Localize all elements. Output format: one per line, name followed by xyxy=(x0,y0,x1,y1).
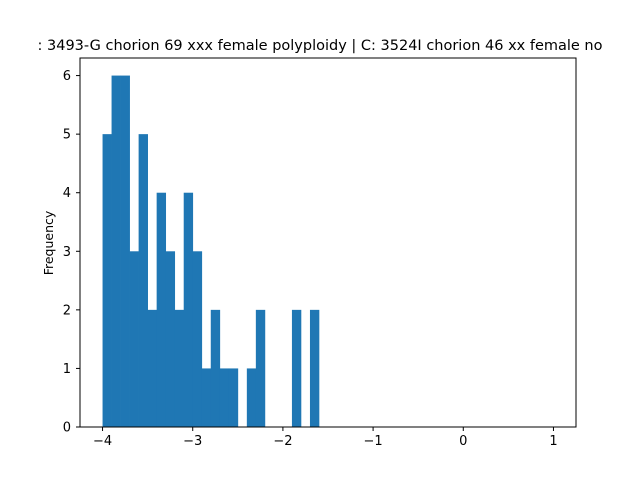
y-tick-label: 3 xyxy=(63,245,71,260)
histogram-bar xyxy=(210,309,221,427)
x-tick-label: −2 xyxy=(273,434,292,449)
y-tick-label: 5 xyxy=(63,128,71,143)
y-tick-label: 2 xyxy=(63,303,71,318)
histogram-bar xyxy=(165,251,176,427)
histogram-bar xyxy=(174,309,185,427)
histogram-bar xyxy=(219,368,230,427)
x-tick-label: −1 xyxy=(364,434,383,449)
y-tick-label: 4 xyxy=(63,186,71,201)
histogram-bar xyxy=(291,309,302,427)
bars-group xyxy=(102,75,320,427)
histogram-bar xyxy=(120,75,130,427)
axes-group: −4 −3 −2 −1 0 1 0 1 2 3 4 5 6 xyxy=(63,57,577,449)
chart-title: : 3493-G chorion 69 xxx female polyploid… xyxy=(38,38,603,54)
histogram-bar xyxy=(129,251,139,427)
histogram-bar xyxy=(255,309,266,427)
y-tick-label: 0 xyxy=(63,421,71,436)
histogram-bar xyxy=(147,309,158,427)
y-tick-label: 6 xyxy=(63,69,71,84)
histogram-bar xyxy=(228,368,239,427)
histogram-bar xyxy=(156,192,167,427)
x-tick-label: −3 xyxy=(183,434,202,449)
histogram-bar xyxy=(309,309,320,427)
x-tick-label: −4 xyxy=(93,434,112,449)
x-tick-label: 0 xyxy=(459,434,467,449)
histogram-bar xyxy=(246,368,257,427)
histogram-bar xyxy=(138,134,148,427)
y-tick-label: 1 xyxy=(63,362,71,377)
histogram-bar xyxy=(111,75,121,427)
y-axis-label: Frequency xyxy=(41,210,56,275)
histogram-bar xyxy=(102,134,112,427)
histogram-bar xyxy=(201,368,212,427)
histogram-bar xyxy=(183,192,194,427)
plot-frame xyxy=(79,57,577,428)
x-tick-label: 1 xyxy=(549,434,557,449)
histogram-bar xyxy=(192,251,203,427)
